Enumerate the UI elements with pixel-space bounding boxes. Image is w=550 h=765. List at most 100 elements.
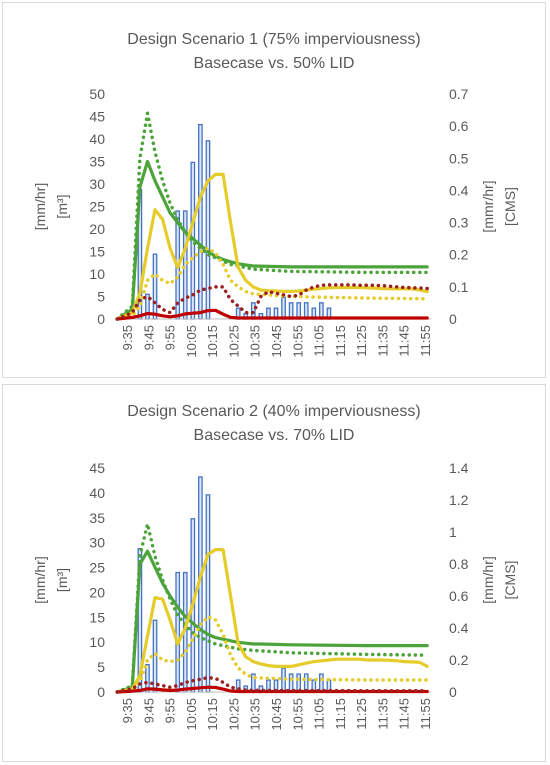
chart-plot-2: 0 5 10 15 20 25 30 35 40 45 0 0.2 0.4 0.6 0.8 1 1.2 1.4 [m… (32, 460, 518, 731)
rainfall-bar (182, 210, 188, 320)
x-tick-label: 11:45 (397, 325, 412, 357)
y-left-tick-label: 30 (89, 176, 105, 192)
series-line (115, 172, 429, 321)
y-right-tick-label: 0.2 (449, 247, 469, 263)
y-left-tick-label: 35 (89, 154, 105, 170)
chart-subtitle: Basecase vs. 50% LID (193, 55, 355, 72)
x-tick-label: 9:45 (141, 698, 156, 723)
series-line (115, 283, 429, 321)
x-tick-label: 9:55 (163, 698, 178, 723)
series-line (115, 675, 429, 694)
chart-title: Design Scenario 1 (75% imperviousness) (127, 31, 421, 48)
y-right-axis-label: [CMS] (502, 561, 518, 600)
x-tick-label: 10:25 (226, 698, 241, 731)
x-tick-label: 10:35 (248, 325, 263, 358)
y-left-tick-label: 5 (97, 659, 105, 675)
y-right-tick-label: 0.3 (449, 215, 469, 231)
x-tick-label: 10:15 (205, 698, 220, 731)
x-tick-label: 10:35 (248, 698, 263, 731)
x-tick-label: 11:35 (375, 325, 390, 357)
x-tick-label: 10:45 (269, 698, 284, 731)
y-right-tick-label: 0.1 (449, 279, 469, 295)
x-tick-label: 11:05 (312, 325, 327, 357)
y-left-tick-label: 45 (89, 109, 105, 125)
y-left-tick-label: 0 (97, 684, 105, 700)
y-left-axis-label: [m³] (54, 568, 70, 592)
x-tick-label: 10:55 (290, 698, 305, 731)
y-left-tick-label: 25 (89, 199, 105, 215)
x-tick-label: 10:05 (184, 325, 199, 358)
y-right-tick-label: 0.5 (449, 150, 469, 166)
series-line (115, 548, 429, 694)
chart-plot-1: 0 5 10 15 20 25 30 35 40 45 50 0 0.1 0.2 0.3 0.4 0.5 0.6 0… (32, 86, 518, 358)
rainfall-bar (281, 296, 286, 320)
y-right-tick-label: 0.4 (449, 182, 469, 198)
x-tick-label: 11:15 (333, 698, 348, 730)
rainfall-bar (205, 140, 211, 320)
y-left-axis-label: [m³] (54, 194, 70, 218)
y-left-tick-label: 0 (97, 311, 105, 327)
x-tick-label: 11:25 (354, 325, 369, 357)
y-left-tick-label: 10 (89, 266, 105, 282)
series-line (115, 685, 429, 694)
x-tick-label: 9:55 (163, 325, 178, 350)
x-tick-label: 11:55 (418, 325, 433, 357)
series-line (115, 522, 429, 694)
y-right-axis-label: [mm/hr] (480, 556, 496, 603)
y-right-tick-label: 1.4 (449, 460, 469, 476)
x-tick-label: 10:55 (290, 325, 305, 358)
y-right-tick-label: 0.2 (449, 652, 469, 668)
y-right-axis-label: [mmr/hr] (480, 180, 496, 232)
series-line (115, 549, 429, 694)
x-tick-label: 10:45 (269, 325, 284, 358)
y-right-tick-label: 0.6 (449, 588, 469, 604)
y-right-tick-label: 0.4 (449, 620, 469, 636)
y-left-tick-label: 20 (89, 221, 105, 237)
series-line (115, 111, 429, 321)
y-right-axis-label: [CMS] (502, 187, 518, 226)
x-tick-label: 11:35 (375, 698, 390, 730)
y-left-tick-label: 35 (89, 510, 105, 526)
y-left-tick-label: 25 (89, 560, 105, 576)
x-tick-label: 11:55 (418, 698, 433, 730)
rainfall-bar (175, 571, 181, 693)
y-left-tick-label: 40 (89, 131, 105, 147)
x-tick-label: 9:35 (120, 325, 135, 350)
series-line (115, 159, 429, 321)
x-tick-label: 9:35 (120, 698, 135, 723)
chart-title: Design Scenario 2 (40% imperviousness) (127, 403, 421, 420)
y-left-axis-label: [mm/hr] (32, 183, 48, 230)
y-left-tick-label: 15 (89, 609, 105, 625)
x-tick-label: 11:05 (312, 698, 327, 730)
x-tick-label: 10:05 (184, 698, 199, 731)
y-left-tick-label: 40 (89, 485, 105, 501)
x-tick-label: 11:45 (397, 698, 412, 730)
x-tick-label: 11:25 (354, 698, 369, 730)
y-right-tick-label: 0.8 (449, 556, 469, 572)
y-right-tick-label: 0.7 (449, 86, 469, 102)
y-right-tick-label: 0 (449, 684, 457, 700)
y-left-tick-label: 10 (89, 634, 105, 650)
chart-panel-1: Design Scenario 1 (75% imperviousness) B… (2, 2, 546, 378)
y-right-tick-label: 1 (449, 524, 457, 540)
rainfall-bar (152, 253, 158, 320)
series-line (115, 615, 429, 694)
y-left-tick-label: 5 (97, 289, 105, 305)
x-tick-label: 11:15 (333, 325, 348, 357)
y-left-tick-label: 20 (89, 584, 105, 600)
series-line (115, 246, 429, 321)
y-right-tick-label: 1.2 (449, 492, 469, 508)
y-left-tick-label: 45 (89, 460, 105, 476)
x-tick-label: 10:25 (226, 325, 241, 358)
rainfall-bar (288, 673, 294, 693)
x-tick-label: 9:45 (141, 325, 156, 350)
series-line (115, 308, 429, 321)
x-tick-label: 10:15 (205, 325, 220, 358)
y-left-tick-label: 15 (89, 244, 105, 260)
y-left-tick-label: 50 (89, 86, 105, 102)
chart-subtitle: Basecase vs. 70% LID (193, 427, 355, 444)
y-left-axis-label: [mm/hr] (32, 556, 48, 603)
y-right-tick-label: 0.6 (449, 118, 469, 134)
rainfall-bar (205, 494, 211, 693)
rainfall-bar (319, 673, 324, 693)
